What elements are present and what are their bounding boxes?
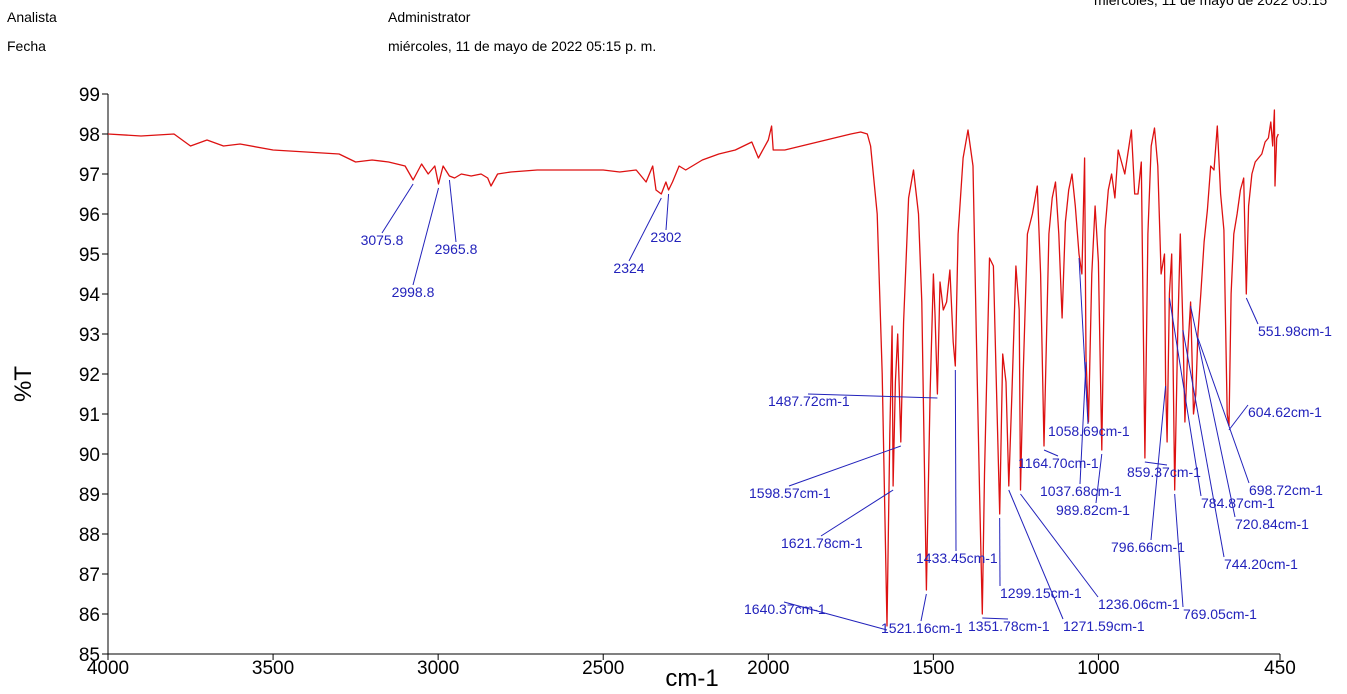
peak-label: 796.66cm-1 bbox=[1111, 539, 1185, 555]
x-tick-label: 450 bbox=[1264, 658, 1296, 679]
peak-label: 1236.06cm-1 bbox=[1098, 596, 1180, 612]
peak-leader-line bbox=[1043, 449, 1059, 457]
y-tick-label: 91 bbox=[79, 405, 100, 426]
peak-label: 2965.8 bbox=[435, 241, 478, 257]
peak-leader-line bbox=[1144, 461, 1168, 466]
y-tick-label: 94 bbox=[79, 285, 101, 306]
peak-leader-line bbox=[1228, 404, 1249, 431]
ticks: 85 86 87 88 89 90 91 92 93 94 95 96 97 98 99 4000 3500 30… bbox=[79, 85, 1296, 679]
peak-label: 1433.45cm-1 bbox=[916, 550, 998, 566]
x-axis-label: cm-1 bbox=[665, 665, 718, 692]
x-tick-label: 1000 bbox=[1077, 658, 1119, 679]
peak-label: 2302 bbox=[650, 229, 681, 245]
peak-label: 859.37cm-1 bbox=[1127, 464, 1201, 480]
y-tick-label: 88 bbox=[79, 525, 100, 546]
peak-leader-line bbox=[665, 193, 670, 231]
peak-leader-line bbox=[1168, 297, 1202, 497]
peak-annotations: 3075.8 2998.8 2965.8 2324 2302 551.98cm-1 1487… bbox=[361, 179, 1332, 636]
peak-label: 1058.69cm-1 bbox=[1048, 423, 1130, 439]
peak-label: 1037.68cm-1 bbox=[1040, 483, 1122, 499]
peak-label: 2324 bbox=[613, 260, 644, 276]
x-tick-label: 2000 bbox=[747, 658, 789, 679]
y-tick-label: 86 bbox=[79, 605, 100, 626]
x-tick-label: 3000 bbox=[417, 658, 459, 679]
peak-label: 1621.78cm-1 bbox=[781, 535, 863, 551]
peak-leader-line bbox=[1079, 361, 1087, 485]
peak-label: 1640.37cm-1 bbox=[744, 601, 826, 617]
peak-label: 784.87cm-1 bbox=[1201, 495, 1275, 511]
peak-leader-line bbox=[820, 489, 894, 537]
peak-leader-line bbox=[807, 393, 938, 399]
peak-label: 720.84cm-1 bbox=[1235, 516, 1309, 532]
y-tick-label: 87 bbox=[79, 565, 100, 586]
peak-leader-line bbox=[982, 617, 1009, 620]
peak-label: 604.62cm-1 bbox=[1248, 404, 1322, 420]
peak-label: 3075.8 bbox=[361, 232, 404, 248]
peak-label: 1487.72cm-1 bbox=[768, 393, 850, 409]
y-axis-label: %T bbox=[10, 366, 37, 402]
peak-leader-line bbox=[412, 187, 440, 286]
date-label: Fecha bbox=[7, 38, 46, 54]
peak-leader-line bbox=[783, 601, 888, 631]
y-tick-label: 96 bbox=[79, 205, 100, 226]
peak-label: 744.20cm-1 bbox=[1224, 556, 1298, 572]
peak-label: 551.98cm-1 bbox=[1258, 323, 1332, 339]
spectrum-line bbox=[107, 109, 1279, 627]
y-tick-label: 89 bbox=[79, 485, 100, 506]
top-right-date: miércoles, 11 de mayo de 2022 05:15 bbox=[1094, 0, 1328, 8]
peak-label: 698.72cm-1 bbox=[1249, 482, 1323, 498]
x-tick-label: 1500 bbox=[912, 658, 954, 679]
y-tick-label: 97 bbox=[79, 165, 100, 186]
peak-leader-line bbox=[1190, 305, 1236, 518]
axes bbox=[107, 94, 1280, 655]
peak-leader-line bbox=[381, 183, 414, 234]
peak-label: 1521.16cm-1 bbox=[881, 620, 963, 636]
y-tick-label: 99 bbox=[79, 85, 100, 106]
peak-label: 1164.70cm-1 bbox=[1018, 455, 1099, 471]
x-tick-label: 2500 bbox=[582, 658, 624, 679]
peak-leader-line bbox=[1095, 453, 1103, 504]
y-tick-label: 93 bbox=[79, 325, 100, 346]
peak-leader-line bbox=[628, 197, 662, 262]
y-tick-label: 85 bbox=[79, 645, 100, 666]
peak-leader-line bbox=[1182, 329, 1225, 558]
peak-label: 1271.59cm-1 bbox=[1063, 618, 1145, 634]
peak-leader-line bbox=[920, 593, 927, 622]
analyst-value: Administrator bbox=[388, 9, 471, 25]
peak-leader-line bbox=[1008, 489, 1064, 620]
y-tick-label: 90 bbox=[79, 445, 100, 466]
peak-label: 769.05cm-1 bbox=[1183, 606, 1257, 622]
y-tick-label: 98 bbox=[79, 125, 100, 146]
peak-label: 1598.57cm-1 bbox=[749, 485, 831, 501]
x-tick-label: 4000 bbox=[87, 658, 129, 679]
peak-leader-line bbox=[1245, 297, 1259, 325]
x-tick-label: 3500 bbox=[252, 658, 294, 679]
peak-leader-line bbox=[1197, 337, 1250, 484]
peak-label: 1351.78cm-1 bbox=[968, 618, 1050, 634]
peak-leader-line bbox=[1020, 493, 1099, 598]
peak-leader-line bbox=[448, 179, 457, 243]
peak-label: 1299.15cm-1 bbox=[1000, 585, 1082, 601]
peak-leader-line bbox=[954, 369, 957, 552]
peak-label: 989.82cm-1 bbox=[1056, 502, 1130, 518]
peak-leader-line bbox=[1078, 257, 1089, 425]
peak-leader-line bbox=[788, 445, 901, 487]
peak-label: 2998.8 bbox=[392, 284, 435, 300]
y-tick-label: 95 bbox=[79, 245, 100, 266]
y-tick-label: 92 bbox=[79, 365, 100, 386]
peak-leader-line bbox=[1150, 385, 1167, 541]
date-value: miércoles, 11 de mayo de 2022 05:15 p. m… bbox=[388, 38, 657, 54]
analyst-label: Analista bbox=[7, 9, 57, 25]
peak-leader-line bbox=[1174, 493, 1184, 608]
